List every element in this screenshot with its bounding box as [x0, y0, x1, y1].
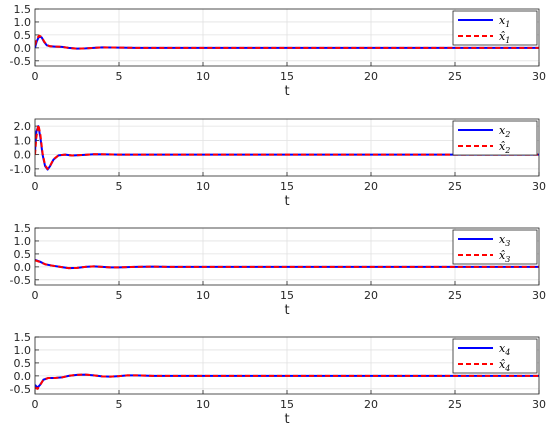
legend: x3x̂3 [452, 229, 538, 265]
x-tick-label: 10 [196, 398, 210, 411]
legend-box [452, 338, 538, 374]
subplot-3: 0 5 10 15 20 25 30 -0.50.00.51.01.5 t x3x̂3 [10, 222, 546, 318]
x-tick-label: 0 [32, 398, 39, 411]
legend-label: x̂2 [499, 140, 510, 155]
x-tick-label: 10 [196, 70, 210, 83]
series-line-estimate [35, 373, 539, 390]
axes-box [34, 227, 540, 286]
subplot-2: 0 5 10 15 20 25 30 -1.00.0 1.02.0 t x2x̂2 [10, 118, 546, 209]
legend: x2x̂2 [452, 120, 538, 156]
x-axis-label: t [284, 303, 289, 318]
x-tick-label: 5 [116, 180, 123, 193]
x-tick-label: 5 [116, 398, 123, 411]
x-tick-label: 25 [448, 398, 462, 411]
x-tick-label: 10 [196, 289, 210, 302]
y-tick-label: 1.0 [14, 134, 32, 147]
legend-box [452, 120, 538, 156]
legend-box [452, 229, 538, 265]
y-tick-label: 0.5 [14, 248, 32, 261]
x-tick-label: 15 [280, 70, 294, 83]
x-tick-label: 0 [32, 289, 39, 302]
legend-label: x2 [499, 124, 510, 139]
x-tick-label: 20 [364, 398, 378, 411]
series-line-estimate [35, 259, 539, 270]
x-tick-label: 25 [448, 289, 462, 302]
y-tick-label: -0.5 [10, 274, 31, 287]
subplot-1: 0 5 10 15 20 25 30 -0.50.00.51.01.5 t x1x̂1 [10, 3, 546, 99]
legend-label: x̂1 [499, 30, 510, 45]
legend: x1x̂1 [452, 10, 538, 46]
y-tick-label: 0.0 [14, 42, 32, 55]
x-tick-label: 25 [448, 180, 462, 193]
x-tick-label: 25 [448, 70, 462, 83]
subplot-4: 0 5 10 15 20 25 30 -0.50.00.51.01.5 t x4x̂4 [10, 331, 546, 427]
x-tick-label: 5 [116, 289, 123, 302]
y-tick-label: 0.0 [14, 370, 32, 383]
x-tick-label: 20 [364, 289, 378, 302]
y-tick-label: 1.5 [14, 331, 32, 344]
series-line-estimate [35, 123, 539, 170]
y-tick-label: 1.0 [14, 235, 32, 248]
x-tick-label: 5 [116, 70, 123, 83]
x-axis-label: t [284, 194, 289, 209]
axes-box [34, 118, 540, 177]
axes-box [34, 336, 540, 395]
x-tick-label: 15 [280, 289, 294, 302]
axes-box [34, 8, 540, 67]
y-tick-label: 1.0 [14, 16, 32, 29]
x-tick-label: 20 [364, 180, 378, 193]
legend-label: x1 [499, 14, 510, 29]
legend-box [452, 10, 538, 46]
y-tick-label: -1.0 [10, 163, 31, 176]
x-tick-label: 30 [532, 398, 546, 411]
y-tick-label: -0.5 [10, 55, 31, 68]
x-tick-label: 20 [364, 70, 378, 83]
y-tick-label: 0.5 [14, 357, 32, 370]
legend-label: x4 [499, 342, 510, 357]
x-tick-label: 0 [32, 180, 39, 193]
x-tick-label: 30 [532, 289, 546, 302]
x-tick-label: 30 [532, 70, 546, 83]
x-tick-label: 30 [532, 180, 546, 193]
y-tick-label: 0.5 [14, 29, 32, 42]
legend-label: x̂4 [499, 358, 510, 373]
series-line-estimate [35, 34, 539, 50]
x-tick-label: 0 [32, 70, 39, 83]
legend-label: x3 [499, 233, 510, 248]
y-tick-label: 0.0 [14, 261, 32, 274]
y-tick-label: 1.0 [14, 344, 32, 357]
y-tick-label: -0.5 [10, 383, 31, 396]
x-tick-label: 15 [280, 180, 294, 193]
legend-label: x̂3 [499, 249, 510, 264]
y-tick-label: 1.5 [14, 222, 32, 235]
y-tick-label: 1.5 [14, 3, 32, 16]
x-axis-label: t [284, 84, 289, 99]
x-tick-label: 15 [280, 398, 294, 411]
legend: x4x̂4 [452, 338, 538, 374]
x-tick-label: 10 [196, 180, 210, 193]
y-tick-label: 2.0 [14, 120, 32, 133]
x-axis-label: t [284, 412, 289, 427]
y-tick-label: 0.0 [14, 149, 32, 162]
